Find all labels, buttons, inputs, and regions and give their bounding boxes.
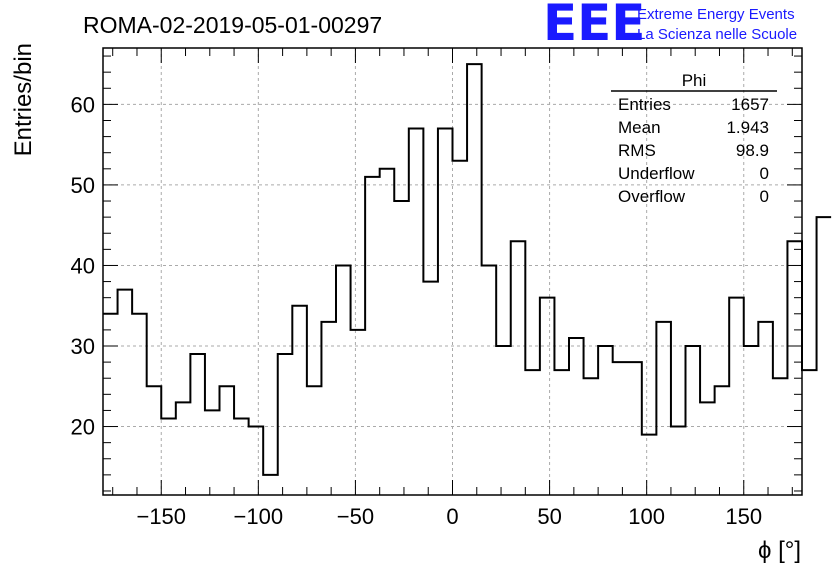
histogram-bin <box>540 298 555 495</box>
x-tick-label: −50 <box>337 504 374 529</box>
histogram-bin <box>103 314 118 495</box>
histogram-bin <box>758 322 773 495</box>
histogram-bin <box>220 386 235 495</box>
histogram-bin <box>642 435 657 495</box>
histogram-bin <box>176 402 191 495</box>
histogram-bin <box>744 346 759 495</box>
histogram-series-line <box>103 63 832 476</box>
histogram-bin <box>700 402 715 495</box>
histogram-bin <box>511 241 526 495</box>
y-tick-label: 60 <box>71 92 95 117</box>
histogram-bin <box>598 346 613 495</box>
y-tick-labels: 20 30 40 50 60 <box>71 92 95 439</box>
x-tick-label: 150 <box>725 504 762 529</box>
x-tick-label: −100 <box>234 504 284 529</box>
stats-row-label: RMS <box>618 141 656 160</box>
axis-ticks <box>103 48 802 495</box>
chart-title: ROMA-02-2019-05-01-00297 <box>83 12 382 38</box>
histogram-bin <box>656 322 671 495</box>
stats-row-value: 0 <box>760 164 769 183</box>
histogram-bin <box>467 64 482 495</box>
x-axis-title: ϕ [°] <box>758 537 801 564</box>
x-tick-label: 50 <box>537 504 561 529</box>
histogram-bin <box>554 370 569 495</box>
stats-title: Phi <box>682 71 707 90</box>
stats-box: Phi Entries 1657 Mean 1.943 RMS 98.9 Underflow… <box>611 71 777 206</box>
histogram-bin <box>584 378 599 495</box>
stats-row-value: 1657 <box>731 95 769 114</box>
histogram-bin <box>525 370 540 495</box>
y-axis-title: Entries/bin <box>10 43 37 156</box>
histogram-bin <box>496 346 511 495</box>
eee-logo: EEE Extreme Energy Events La Scienza nel… <box>543 0 797 52</box>
stats-row-label: Entries <box>618 95 671 114</box>
histogram-bin <box>802 370 817 495</box>
histogram-bin <box>817 217 832 495</box>
histogram-bin <box>686 346 701 495</box>
y-tick-label: 50 <box>71 173 95 198</box>
histogram-bin <box>787 241 802 495</box>
logo-line-2: La Scienza nelle Scuole <box>637 26 797 43</box>
histogram-bin <box>569 338 584 495</box>
stats-row-label: Mean <box>618 118 661 137</box>
histogram-bin <box>627 362 642 495</box>
y-tick-label: 20 <box>71 415 95 440</box>
histogram-bin <box>205 410 220 495</box>
histogram-bin <box>715 386 730 495</box>
histogram-bin <box>453 161 468 495</box>
histogram-bin <box>161 418 176 495</box>
stats-row-label: Overflow <box>618 187 686 206</box>
histogram-bin <box>278 354 293 495</box>
histogram-bin <box>729 298 744 495</box>
stats-row-value: 98.9 <box>736 141 769 160</box>
histogram-bin <box>132 314 147 495</box>
histogram-bin <box>336 265 351 495</box>
stats-row-value: 1.943 <box>726 118 769 137</box>
stats-row-value: 0 <box>760 187 769 206</box>
histogram-bin <box>147 386 162 495</box>
histogram-bin <box>409 129 424 495</box>
y-tick-label: 30 <box>71 334 95 359</box>
logo-mark: EEE <box>543 0 645 52</box>
histogram-bin <box>438 129 453 495</box>
x-tick-label: 0 <box>446 504 458 529</box>
histogram-bin <box>307 386 322 495</box>
histogram-bin <box>263 475 278 495</box>
histogram-bin <box>380 169 395 495</box>
histogram-bin <box>671 427 686 495</box>
histogram-bin <box>321 322 336 495</box>
histogram-bin <box>482 265 497 495</box>
logo-line-1: Extreme Energy Events <box>637 6 795 23</box>
x-tick-labels: −150 −100 −50 0 50 100 150 <box>136 504 762 529</box>
y-tick-label: 40 <box>71 253 95 278</box>
x-tick-label: −150 <box>136 504 186 529</box>
histogram-bin <box>773 378 788 495</box>
histogram-bin <box>118 290 133 495</box>
x-tick-label: 100 <box>628 504 665 529</box>
histogram-bin <box>234 418 249 495</box>
histogram <box>103 63 832 495</box>
histogram-bin <box>351 330 366 495</box>
histogram-bin <box>292 306 307 495</box>
histogram-bin <box>613 362 628 495</box>
histogram-bin <box>190 354 205 495</box>
histogram-bin <box>249 427 264 495</box>
stats-row-label: Underflow <box>618 164 695 183</box>
histogram-bin <box>365 177 380 495</box>
histogram-bin <box>394 201 409 495</box>
histogram-bin <box>423 282 438 495</box>
